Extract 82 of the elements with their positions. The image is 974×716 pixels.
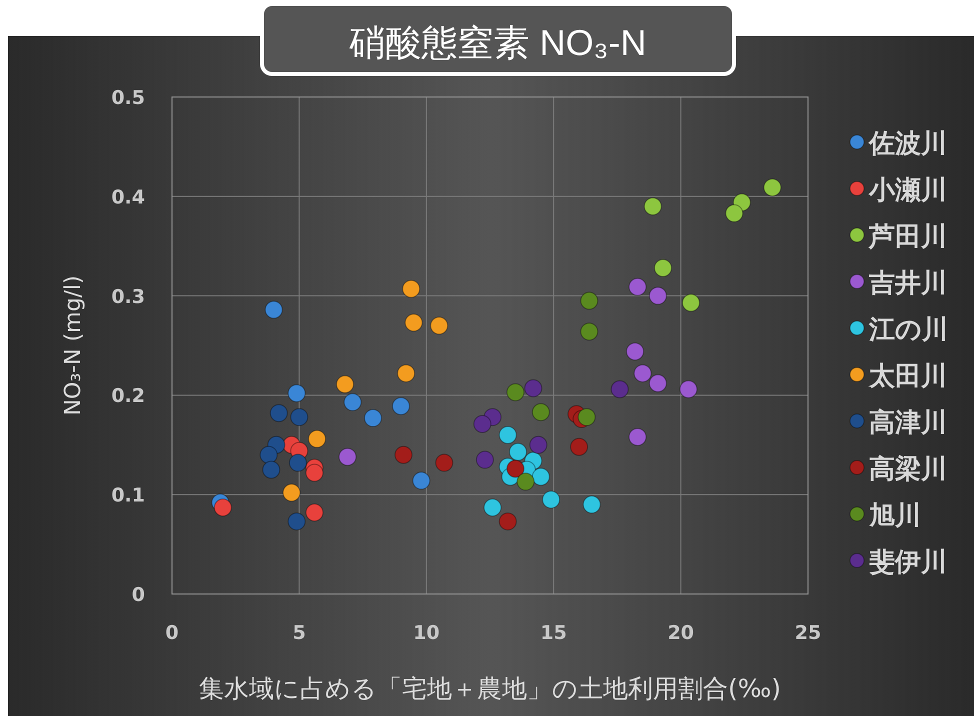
point (336, 375, 354, 394)
point (524, 379, 542, 398)
legend-label: 芦田川 (868, 222, 947, 252)
point (290, 408, 308, 426)
x-axis-title: 集水域に占める「宅地＋農地」の土地利用割合(‰) (198, 674, 782, 703)
point (626, 342, 644, 360)
point (364, 409, 382, 428)
point (288, 384, 306, 402)
x-tick-label: 10 (413, 622, 440, 644)
point (498, 512, 517, 530)
point (338, 448, 357, 466)
legend-label: 高梁川 (869, 454, 947, 484)
point (260, 446, 278, 464)
point (412, 472, 430, 490)
point (344, 393, 362, 412)
x-tick-label: 5 (292, 622, 306, 644)
point (214, 498, 232, 517)
point (628, 278, 647, 296)
point (305, 503, 324, 522)
y-tick-label: 0.2 (111, 385, 145, 408)
point (397, 364, 416, 382)
x-tick-label: 25 (794, 622, 822, 644)
point (682, 294, 700, 312)
x-tick-label: 15 (540, 622, 567, 644)
point (508, 442, 527, 461)
x-tick-label: 20 (668, 622, 694, 644)
point (582, 496, 601, 514)
point (262, 460, 280, 479)
point (532, 468, 550, 486)
point (392, 397, 410, 416)
point (648, 374, 667, 392)
legend-label: 吉井川 (868, 268, 947, 298)
chart-title: 硝酸態窒素 NO₃-N (348, 22, 646, 63)
point (394, 446, 413, 464)
y-tick-label: 0.5 (111, 87, 145, 109)
point (402, 280, 420, 298)
point (264, 300, 283, 319)
legend-label: 小瀬川 (868, 176, 947, 206)
point (570, 438, 588, 456)
point (305, 464, 324, 482)
point (578, 408, 596, 426)
y-tick-label: 0.3 (111, 286, 145, 308)
point (404, 314, 423, 332)
point (270, 404, 288, 422)
point (484, 498, 502, 517)
point (473, 415, 492, 434)
legend-label: 旭川 (869, 501, 921, 531)
legend-label: 佐波川 (868, 129, 947, 159)
point (654, 258, 672, 277)
point (476, 450, 494, 469)
point (435, 454, 454, 472)
legend-label: 太田川 (868, 362, 947, 392)
point (725, 204, 744, 222)
point (580, 322, 598, 341)
y-tick-label: 0.1 (111, 484, 145, 507)
point (529, 436, 548, 454)
point (430, 316, 448, 335)
point (516, 472, 535, 491)
y-tick-label: 0 (132, 584, 145, 606)
point (610, 380, 629, 398)
point (282, 484, 301, 502)
point (532, 403, 550, 422)
point (644, 197, 662, 216)
point (628, 428, 647, 446)
y-axis-title: NO₃-N (mg/l) (61, 275, 86, 416)
point (506, 383, 524, 402)
point (506, 460, 524, 478)
point (679, 380, 698, 398)
point (634, 364, 652, 382)
point (763, 178, 782, 196)
point (648, 286, 667, 305)
point (308, 430, 326, 448)
legend-label: 高津川 (869, 408, 947, 438)
legend-label: 斐伊川 (869, 548, 947, 578)
x-tick-label: 0 (165, 622, 179, 644)
point (288, 512, 306, 530)
point (498, 426, 517, 444)
point (288, 454, 307, 472)
point (542, 490, 560, 509)
y-tick-label: 0.4 (111, 186, 145, 208)
legend-label: 江の川 (868, 315, 948, 345)
point (580, 292, 598, 310)
